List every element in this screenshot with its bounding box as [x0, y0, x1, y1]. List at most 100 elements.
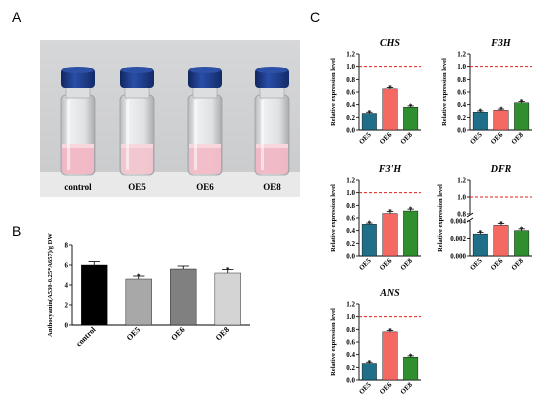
vial-cap-top [121, 67, 153, 73]
y-tick-label: 0.8 [346, 202, 355, 210]
vial-highlight [126, 100, 129, 170]
vial-meniscus [256, 144, 288, 148]
y-tick-label: 0.0 [457, 127, 466, 135]
bar-oe6 [382, 331, 398, 381]
category-label: OE8 [510, 256, 526, 272]
panel-label-b: B [12, 223, 21, 239]
bar-oe8 [214, 272, 241, 326]
bar-oe6 [382, 213, 398, 257]
chart-anthocyanin: 0 2 4 6 8 Anthocyanin(A530-0.25*A657)/g DW con… [47, 233, 250, 349]
significance-mark: * [409, 206, 413, 214]
chart-ans: ANS 0.0 0.2 0.4 0.6 0.8 1.0 1.2 Relative express… [330, 288, 421, 396]
panel-label-c: C [310, 9, 320, 25]
chart-title: DFR [490, 164, 512, 175]
vial-cap [120, 68, 154, 88]
bar-oe5 [472, 233, 488, 257]
y-tick-label: 0.4 [346, 101, 355, 109]
vial-oe6: OE6 [187, 67, 223, 192]
y-axis-label: Anthocyanin(A530-0.25*A657)/g DW [47, 233, 54, 337]
significance-mark: * [368, 359, 372, 367]
significance-mark: * [388, 208, 392, 216]
significance-mark: * [409, 102, 413, 110]
vial-meniscus [121, 144, 153, 148]
y-tick-label: 6 [65, 262, 69, 270]
expression-charts: CHS 0.0 0.2 0.4 0.6 0.8 1.0 1.2 Relative express… [330, 38, 532, 396]
vial-label: OE8 [263, 182, 281, 192]
y-tick-label: 0.4 [346, 227, 355, 235]
significance-mark: * [226, 266, 230, 274]
vial-label: OE6 [196, 182, 214, 192]
vial-highlight [261, 100, 264, 170]
y-tick-label: 1.0 [346, 189, 355, 197]
vial-cap [255, 68, 289, 88]
bar-oe8 [403, 106, 419, 131]
chart-chs: CHS 0.0 0.2 0.4 0.6 0.8 1.0 1.2 Relative express… [330, 38, 421, 146]
y-tick-label: 0.4 [346, 351, 355, 359]
bar-oe5 [361, 224, 377, 257]
y-axis-label: Relative expression level [330, 308, 337, 376]
category-label: OE5 [357, 130, 373, 146]
significance-mark: * [137, 273, 141, 281]
chart-dfr: DFR 0.8 1.0 1.2 0.000 0.002 0.004 Relative expr… [437, 164, 532, 272]
significance-mark: * [409, 352, 413, 360]
significance-mark: * [368, 220, 372, 228]
y-axis-label: Relative expression level [330, 184, 337, 252]
y-tick-label: 0.0 [346, 377, 355, 385]
chart-f3h: F3'H 0.0 0.2 0.4 0.6 0.8 1.0 1.2 Relative expres… [330, 164, 421, 272]
y-axis-label: Relative expression level [437, 184, 444, 252]
vial-liquid [256, 144, 288, 174]
vial-liquid [62, 144, 94, 174]
vial-liquid [121, 144, 153, 174]
y-tick-label: 1.0 [346, 313, 355, 321]
axis-break-mark [466, 212, 474, 218]
category-label: OE5 [357, 380, 373, 396]
y-tick-label: 8 [65, 242, 69, 250]
category-label: OE6 [169, 325, 186, 342]
y-tick-label: 1.0 [346, 63, 355, 71]
chart-title: ANS [379, 288, 400, 299]
vial-cap [188, 68, 222, 88]
y-tick-label: 0.4 [457, 101, 466, 109]
y-tick-label: 0.6 [346, 339, 355, 347]
vial-meniscus [62, 144, 94, 148]
vial-meniscus [189, 144, 221, 148]
category-label: OE6 [378, 256, 394, 272]
chart-title: CHS [380, 38, 400, 49]
anthocyanin-chart: 0 2 4 6 8 Anthocyanin(A530-0.25*A657)/g DW con… [47, 233, 250, 349]
chart-f3h: F3H 0.0 0.2 0.4 0.6 0.8 1.0 1.2 Relative express… [441, 38, 532, 146]
category-label: OE5 [357, 256, 373, 272]
category-label: OE6 [489, 130, 505, 146]
category-label: OE6 [378, 130, 394, 146]
category-label: OE8 [510, 130, 526, 146]
y-tick-label: 0.8 [346, 76, 355, 84]
bar-oe8 [514, 102, 530, 131]
y-tick-label: 1.2 [457, 51, 466, 59]
category-label: OE5 [468, 130, 484, 146]
category-label: OE8 [399, 380, 415, 396]
vial-oe5: OE5 [119, 67, 155, 192]
significance-mark: * [520, 225, 524, 233]
significance-mark: * [368, 109, 372, 117]
vial-cap-top [62, 67, 94, 73]
y-tick-label: 1.2 [457, 177, 466, 185]
bar-oe6 [170, 268, 197, 326]
photo-bench [40, 172, 300, 197]
bar-oe5 [125, 278, 152, 326]
y-axis-label: Relative expression level [330, 58, 337, 126]
category-label: OE6 [489, 256, 505, 272]
chart-title: F3H [490, 38, 512, 49]
y-tick-label: 1.0 [457, 194, 466, 202]
vial-photo: control OE5 OE6 OE8 [40, 40, 300, 197]
y-tick-label: 0.6 [346, 215, 355, 223]
significance-mark: * [479, 108, 483, 116]
y-tick-label: 4 [65, 282, 69, 290]
bar-oe8 [514, 230, 530, 257]
y-tick-label: 1.2 [346, 301, 355, 309]
vial-liquid [189, 144, 221, 174]
vial-label: control [64, 182, 92, 192]
y-tick-label: 0.8 [457, 76, 466, 84]
panel-label-a: A [12, 9, 22, 25]
significance-mark: * [479, 229, 483, 237]
vial-cap [61, 68, 95, 88]
